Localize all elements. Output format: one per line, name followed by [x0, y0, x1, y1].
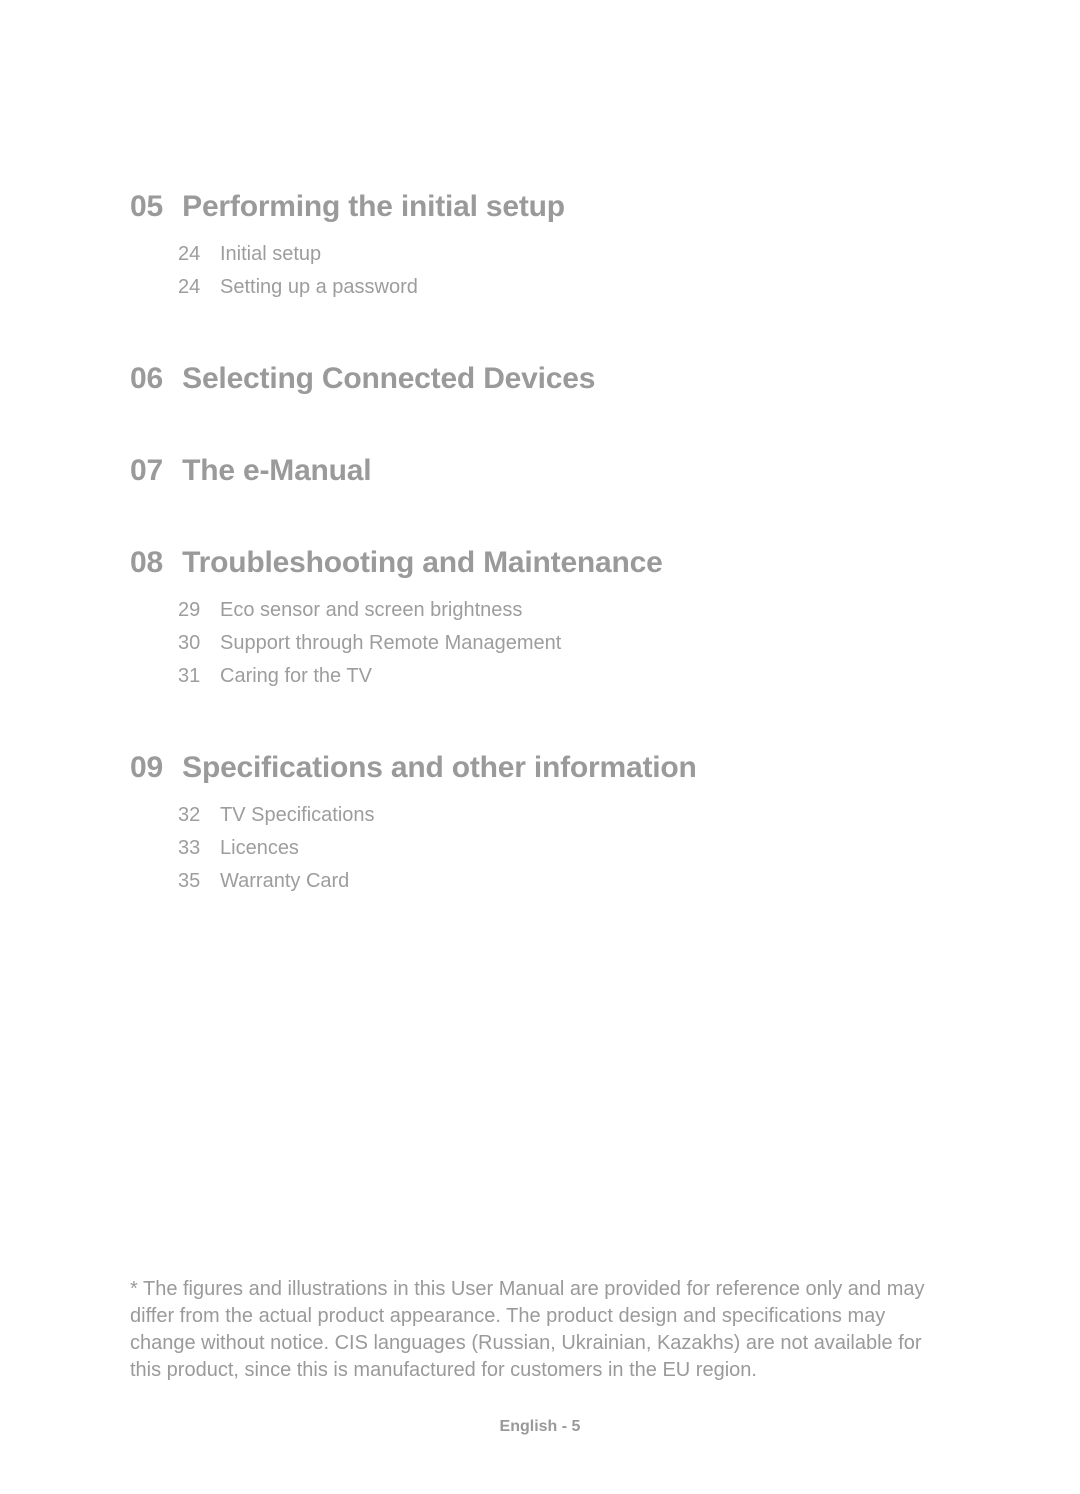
section-heading: 07 The e-Manual [130, 454, 950, 488]
page-footer: English - 5 [0, 1418, 1080, 1436]
toc-item-label: Caring for the TV [220, 660, 372, 693]
toc-item: 29 Eco sensor and screen brightness [178, 594, 950, 627]
section-title: Troubleshooting and Maintenance [182, 546, 663, 579]
toc-item-list: 32 TV Specifications 33 Licences 35 Warranty … [130, 799, 950, 898]
toc-item-label: TV Specifications [220, 799, 375, 832]
section-heading: 09 Specifications and other information [130, 751, 950, 785]
section-number: 07 [130, 454, 174, 488]
toc-section: 09 Specifications and other information 3… [130, 751, 950, 898]
toc-item: 24 Initial setup [178, 238, 950, 271]
toc-section: 07 The e-Manual [130, 454, 950, 488]
section-title: Performing the initial setup [182, 190, 565, 223]
toc-item-label: Licences [220, 832, 299, 865]
toc-item-page: 24 [178, 238, 206, 271]
footnote-text: * The figures and illustrations in this … [130, 1276, 950, 1384]
section-title: Specifications and other information [182, 751, 697, 784]
section-title: Selecting Connected Devices [182, 362, 595, 395]
toc-item-page: 29 [178, 594, 206, 627]
toc-item-page: 33 [178, 832, 206, 865]
toc-item-label: Initial setup [220, 238, 321, 271]
section-number: 08 [130, 546, 174, 580]
toc-item-list: 24 Initial setup 24 Setting up a password [130, 238, 950, 304]
section-number: 09 [130, 751, 174, 785]
toc-section: 08 Troubleshooting and Maintenance 29 Eco … [130, 546, 950, 693]
section-title: The e-Manual [182, 454, 371, 487]
toc-item-label: Setting up a password [220, 271, 418, 304]
toc-item: 24 Setting up a password [178, 271, 950, 304]
toc-item-page: 30 [178, 627, 206, 660]
toc-item-list: 29 Eco sensor and screen brightness 30 Supp… [130, 594, 950, 693]
section-number: 06 [130, 362, 174, 396]
toc-sections: 05 Performing the initial setup 24 Initial… [130, 190, 950, 956]
section-heading: 06 Selecting Connected Devices [130, 362, 950, 396]
section-number: 05 [130, 190, 174, 224]
toc-item-label: Support through Remote Management [220, 627, 561, 660]
toc-item-label: Warranty Card [220, 865, 349, 898]
toc-item: 32 TV Specifications [178, 799, 950, 832]
toc-section: 05 Performing the initial setup 24 Initial… [130, 190, 950, 304]
toc-item-page: 35 [178, 865, 206, 898]
section-heading: 05 Performing the initial setup [130, 190, 950, 224]
toc-item: 31 Caring for the TV [178, 660, 950, 693]
toc-section: 06 Selecting Connected Devices [130, 362, 950, 396]
toc-item-page: 24 [178, 271, 206, 304]
toc-item-label: Eco sensor and screen brightness [220, 594, 522, 627]
toc-item: 33 Licences [178, 832, 950, 865]
toc-item: 30 Support through Remote Management [178, 627, 950, 660]
toc-item: 35 Warranty Card [178, 865, 950, 898]
manual-page: 05 Performing the initial setup 24 Initial… [0, 0, 1080, 1494]
toc-item-page: 32 [178, 799, 206, 832]
toc-item-page: 31 [178, 660, 206, 693]
section-heading: 08 Troubleshooting and Maintenance [130, 546, 950, 580]
